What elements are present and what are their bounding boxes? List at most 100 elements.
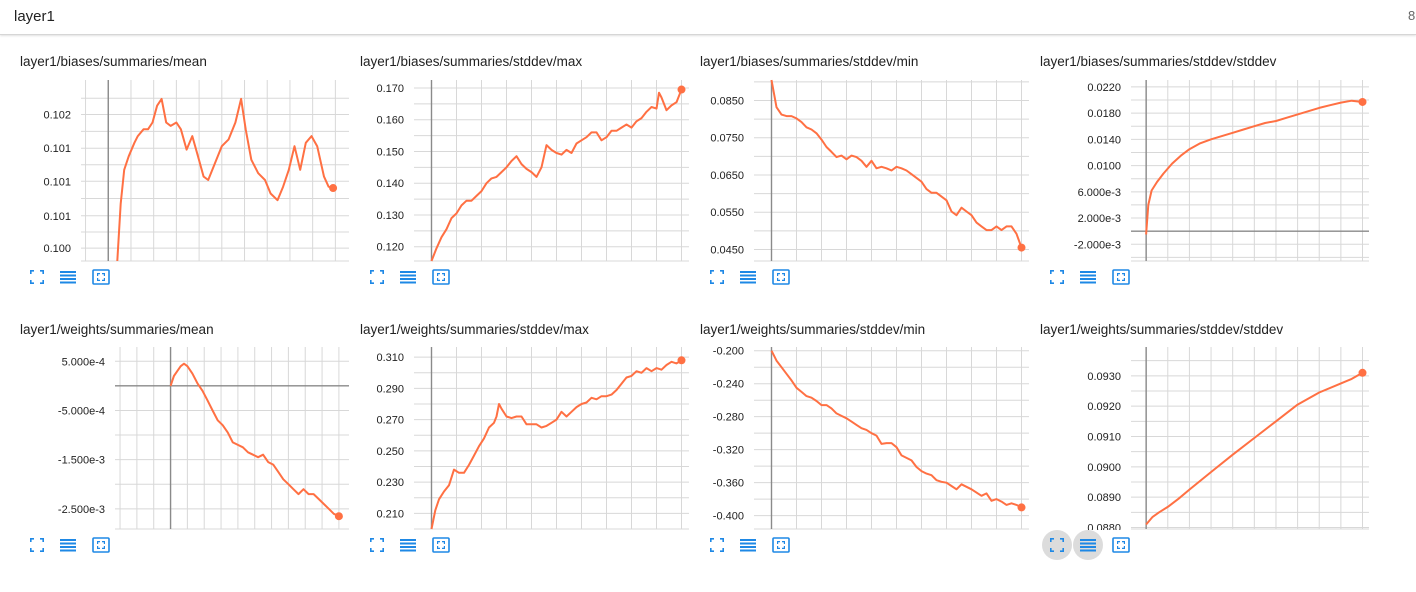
y-tick-label: 0.0930 <box>1087 371 1121 383</box>
expand-icon <box>710 270 724 284</box>
y-tick-label: 0.101 <box>43 211 71 223</box>
expand-icon <box>1050 270 1064 284</box>
y-tick-label: 0.0220 <box>1087 82 1121 94</box>
expand-button[interactable] <box>1042 530 1072 560</box>
expand-button[interactable] <box>702 530 732 560</box>
y-tick-label: -0.200 <box>713 346 744 358</box>
log-scale-button[interactable] <box>393 530 423 560</box>
expand-button[interactable] <box>1042 262 1072 292</box>
log-scale-button[interactable] <box>53 530 83 560</box>
line-chart[interactable]: 0.000200.0400.0600.0800.01.000k0.1000.10… <box>20 34 360 262</box>
y-tick-label: 0.100 <box>43 243 71 255</box>
series-line <box>770 350 1022 509</box>
y-tick-label: 0.0890 <box>1087 492 1121 504</box>
fit-domain-button[interactable] <box>1106 530 1136 560</box>
expand-button[interactable] <box>362 530 392 560</box>
y-tick-label: 0.101 <box>43 143 71 155</box>
grid <box>754 347 1029 529</box>
last-point-marker <box>1017 243 1026 252</box>
log-scale-icon <box>740 539 756 552</box>
log-scale-icon <box>60 539 76 552</box>
y-tick-label: 0.0920 <box>1087 401 1121 413</box>
fit-domain-button[interactable] <box>86 262 116 292</box>
y-tick-label: 5.000e-4 <box>62 356 105 368</box>
log-scale-button[interactable] <box>53 262 83 292</box>
y-tick-label: 0.0750 <box>710 133 744 145</box>
grid <box>1131 347 1369 529</box>
line-chart[interactable]: 0.000200.0400.0600.0800.01.000k-2.500e-3… <box>20 302 360 530</box>
group-header: layer1 8 <box>0 0 1416 35</box>
y-tick-label: -0.400 <box>713 511 744 523</box>
y-tick-label: 2.000e-3 <box>1078 213 1121 225</box>
fit-domain-icon <box>772 269 790 285</box>
y-tick-label: -0.360 <box>713 478 744 490</box>
fit-domain-button[interactable] <box>426 530 456 560</box>
last-point-marker <box>1358 368 1367 377</box>
line-chart[interactable]: 0.000200.0400.0600.0800.01.000k0.08800.0… <box>1040 302 1380 530</box>
log-scale-button[interactable] <box>1073 262 1103 292</box>
log-scale-button[interactable] <box>733 262 763 292</box>
y-tick-label: -0.280 <box>713 412 744 424</box>
grid <box>754 80 1029 261</box>
chart-card: layer1/weights/summaries/stddev/min0.000… <box>700 302 1040 562</box>
fit-domain-button[interactable] <box>86 530 116 560</box>
grid <box>81 80 349 261</box>
y-tick-label: -5.000e-4 <box>58 405 105 417</box>
line-chart[interactable]: 0.000200.0400.0600.0800.01.000k0.1200.13… <box>360 34 700 262</box>
log-scale-button[interactable] <box>393 262 423 292</box>
chart-card: layer1/biases/summaries/stddev/min0.0002… <box>700 34 1040 294</box>
expand-button[interactable] <box>22 262 52 292</box>
expand-icon <box>30 270 44 284</box>
expand-button[interactable] <box>22 530 52 560</box>
y-tick-label: 0.101 <box>43 176 71 188</box>
y-tick-label: -2.000e-3 <box>1074 239 1121 251</box>
expand-icon <box>1050 538 1064 552</box>
line-chart[interactable]: 0.000200.0400.0600.0800.01.000k0.04500.0… <box>700 34 1040 262</box>
last-point-marker <box>329 184 338 193</box>
y-tick-label: -0.320 <box>713 445 744 457</box>
y-tick-label: 0.310 <box>376 352 404 364</box>
series-line <box>430 359 683 530</box>
y-tick-label: 0.0850 <box>710 95 744 107</box>
expand-button[interactable] <box>702 262 732 292</box>
fit-domain-icon <box>432 269 450 285</box>
series-line <box>1145 99 1363 235</box>
chart-card: layer1/weights/summaries/stddev/stddev 0.… <box>1040 302 1380 562</box>
fit-domain-icon <box>92 537 110 553</box>
y-tick-label: 0.170 <box>376 83 404 95</box>
y-tick-label: 0.0180 <box>1087 108 1121 120</box>
fit-domain-button[interactable] <box>766 530 796 560</box>
log-scale-button[interactable] <box>733 530 763 560</box>
y-tick-label: 0.290 <box>376 383 404 395</box>
y-tick-label: 0.0880 <box>1087 522 1121 530</box>
y-tick-label: 0.0910 <box>1087 431 1121 443</box>
log-scale-icon <box>1080 271 1096 284</box>
y-tick-label: 6.000e-3 <box>1078 187 1121 199</box>
line-chart[interactable]: 0.000200.0400.0600.0800.01.000k-0.400-0.… <box>700 302 1040 530</box>
y-tick-label: 0.230 <box>376 477 404 489</box>
y-tick-label: 0.0900 <box>1087 462 1121 474</box>
chart-title: layer1/weights/summaries/stddev/min <box>700 322 926 337</box>
chart-card: layer1/weights/summaries/stddev/max0.000… <box>360 302 700 562</box>
series-line <box>169 362 340 518</box>
fit-domain-button[interactable] <box>1106 262 1136 292</box>
line-chart[interactable]: 0.000200.0400.0600.0800.01.000k-2.000e-3… <box>1040 34 1380 262</box>
last-point-marker <box>677 85 686 94</box>
last-point-marker <box>334 512 343 521</box>
chart-card: layer1/biases/summaries/mean0.000200.040… <box>20 34 360 294</box>
y-tick-label: 0.0450 <box>710 244 744 256</box>
y-tick-label: 0.250 <box>376 446 404 458</box>
chart-title: layer1/biases/summaries/mean <box>20 54 207 69</box>
expand-button[interactable] <box>362 262 392 292</box>
log-scale-icon <box>60 271 76 284</box>
last-point-marker <box>1017 503 1026 512</box>
log-scale-button[interactable] <box>1073 530 1103 560</box>
fit-domain-button[interactable] <box>766 262 796 292</box>
grid <box>414 347 689 529</box>
group-title: layer1 <box>14 8 55 25</box>
fit-domain-button[interactable] <box>426 262 456 292</box>
expand-icon <box>370 270 384 284</box>
y-tick-label: 0.0140 <box>1087 134 1121 146</box>
y-tick-label: 0.102 <box>43 109 71 121</box>
line-chart[interactable]: 0.000200.0400.0600.0800.01.000k0.2100.23… <box>360 302 700 530</box>
